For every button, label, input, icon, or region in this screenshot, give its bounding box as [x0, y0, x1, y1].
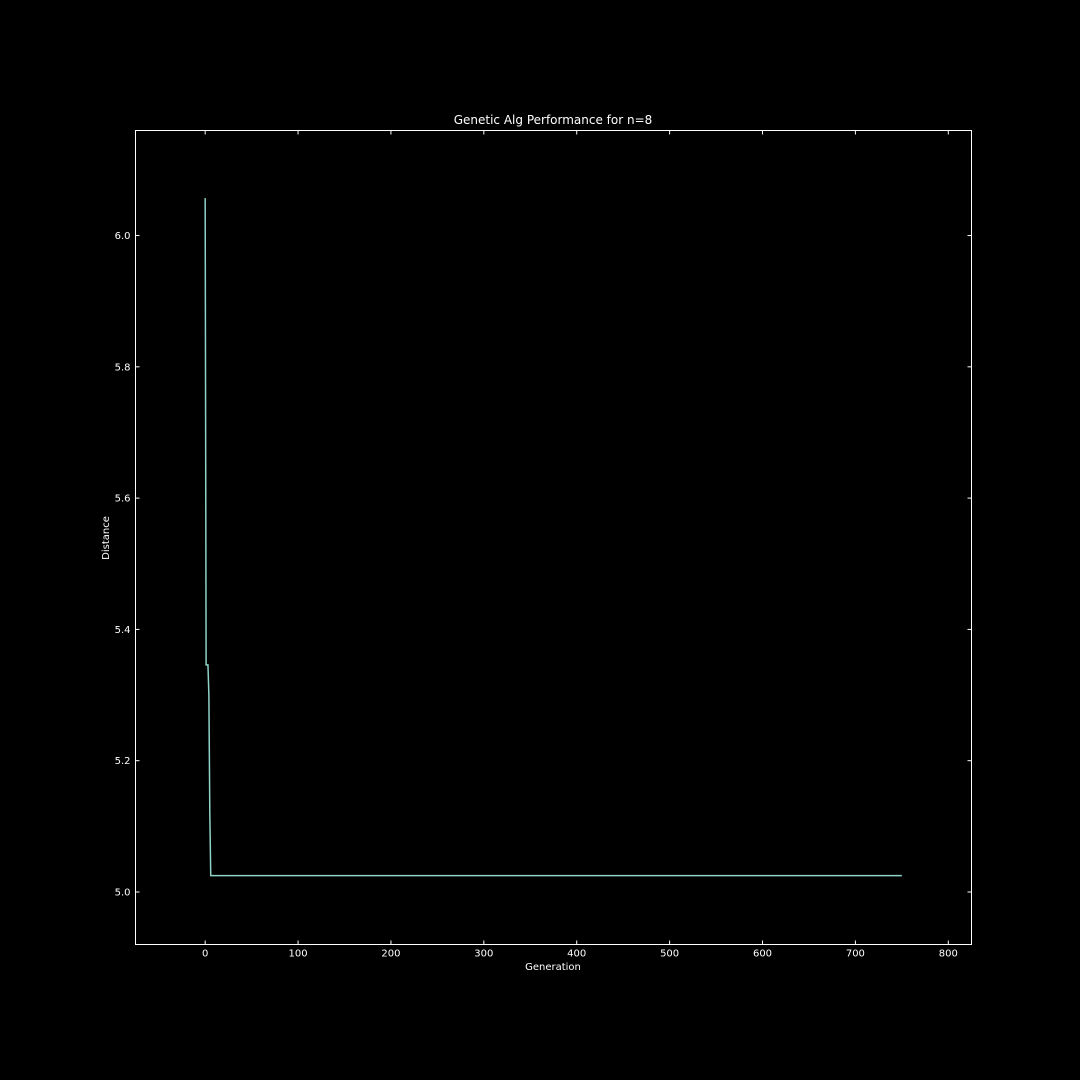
y-tick-label: 5.6	[115, 494, 131, 505]
x-tick-label: 100	[289, 949, 308, 960]
x-axis-ticks: 0 100 200 300 400 500 600 700 800	[202, 130, 958, 960]
x-tick-label: 500	[660, 949, 679, 960]
x-axis-label: Generation	[525, 962, 581, 973]
axes-frame	[135, 130, 972, 945]
y-axis-ticks: 5.0 5.2 5.4 5.6 5.8 6.0	[115, 231, 972, 898]
y-axis-label: Distance	[101, 516, 112, 560]
y-tick-label: 5.2	[115, 756, 131, 767]
x-tick-label: 0	[202, 949, 208, 960]
x-tick-label: 200	[381, 949, 400, 960]
y-tick-label: 5.0	[115, 887, 131, 898]
chart-title: Genetic Alg Performance for n=8	[454, 113, 653, 127]
x-tick-label: 300	[474, 949, 493, 960]
y-tick-label: 5.4	[115, 625, 131, 636]
x-tick-label: 400	[567, 949, 586, 960]
y-tick-label: 5.8	[115, 362, 131, 373]
x-tick-label: 800	[939, 949, 958, 960]
y-tick-label: 6.0	[115, 231, 131, 242]
x-tick-label: 600	[753, 949, 772, 960]
series-line-distance	[204, 198, 902, 877]
x-tick-label: 700	[846, 949, 865, 960]
plot-area: 0 100 200 300 400 500 600 700 800 5.05.25.45.65.…	[115, 130, 972, 960]
